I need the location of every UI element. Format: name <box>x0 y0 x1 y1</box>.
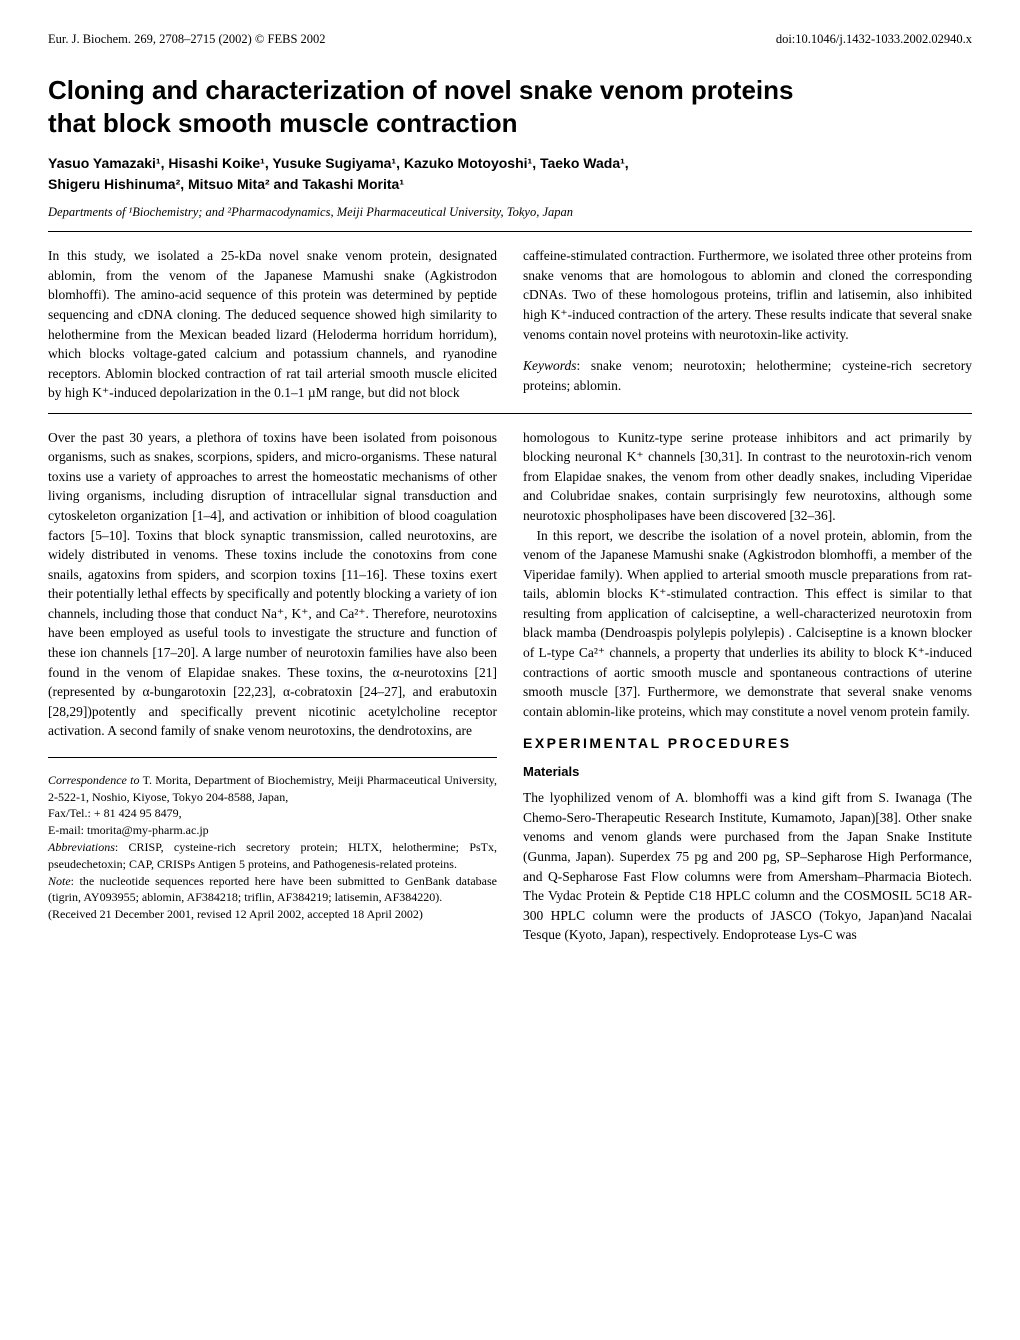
dates-line: (Received 21 December 2001, revised 12 A… <box>48 906 497 923</box>
affiliation: Departments of ¹Biochemistry; and ²Pharm… <box>48 203 972 221</box>
doi-text: doi:10.1046/j.1432-1033.2002.02940.x <box>776 30 972 48</box>
correspondence-line: Correspondence to T. Morita, Department … <box>48 772 497 806</box>
journal-reference: Eur. J. Biochem. 269, 2708–2715 (2002) ©… <box>48 30 326 48</box>
authors-line-1: Yasuo Yamazaki¹, Hisashi Koike¹, Yusuke … <box>48 155 629 171</box>
materials-heading: Materials <box>523 763 972 782</box>
note-line: Note: the nucleotide sequences reported … <box>48 873 497 907</box>
intro-paragraph-1: Over the past 30 years, a plethora of to… <box>48 428 497 741</box>
body-left-col: Over the past 30 years, a plethora of to… <box>48 428 497 945</box>
note-label: Note <box>48 874 71 888</box>
email: E-mail: tmorita@my-pharm.ac.jp <box>48 822 497 839</box>
materials-paragraph: The lyophilized venom of A. blomhoffi wa… <box>523 788 972 945</box>
experimental-procedures-heading: EXPERIMENTAL PROCEDURES <box>523 733 972 753</box>
abbreviations-label: Abbreviations <box>48 840 115 854</box>
body-columns: Over the past 30 years, a plethora of to… <box>48 428 972 945</box>
keywords-block: Keywords: snake venom; neurotoxin; helot… <box>523 356 972 395</box>
abbreviations-text: : CRISP, cysteine-rich secretory protein… <box>48 840 497 871</box>
correspondence-block: Correspondence to T. Morita, Department … <box>48 772 497 923</box>
abstract-right-col: caffeine-stimulated contraction. Further… <box>523 246 972 403</box>
title-line-1: Cloning and characterization of novel sn… <box>48 75 793 105</box>
note-text: : the nucleotide sequences reported here… <box>48 874 497 905</box>
title-line-2: that block smooth muscle contraction <box>48 108 518 138</box>
keywords-label: Keywords <box>523 358 577 373</box>
intro-paragraph-2: homologous to Kunitz-type serine proteas… <box>523 428 972 526</box>
correspondence-label: Correspondence to <box>48 773 140 787</box>
authors-line-2: Shigeru Hishinuma², Mitsuo Mita² and Tak… <box>48 176 404 192</box>
abstract-left-text: In this study, we isolated a 25-kDa nove… <box>48 248 497 400</box>
top-rule <box>48 231 972 232</box>
fax-tel: Fax/Tel.: + 81 424 95 8479, <box>48 805 497 822</box>
abstract-block: In this study, we isolated a 25-kDa nove… <box>48 246 972 403</box>
running-header: Eur. J. Biochem. 269, 2708–2715 (2002) ©… <box>48 30 972 48</box>
keywords-text: : snake venom; neurotoxin; helothermine;… <box>523 358 972 393</box>
abbreviations-line: Abbreviations: CRISP, cysteine-rich secr… <box>48 839 497 873</box>
mid-rule <box>48 413 972 414</box>
footer-rule <box>48 757 497 758</box>
body-right-col: homologous to Kunitz-type serine proteas… <box>523 428 972 945</box>
authors-block: Yasuo Yamazaki¹, Hisashi Koike¹, Yusuke … <box>48 153 972 195</box>
article-title: Cloning and characterization of novel sn… <box>48 74 972 139</box>
abstract-left-col: In this study, we isolated a 25-kDa nove… <box>48 246 497 403</box>
intro-paragraph-3: In this report, we describe the isolatio… <box>523 526 972 722</box>
abstract-right-text: caffeine-stimulated contraction. Further… <box>523 248 972 341</box>
